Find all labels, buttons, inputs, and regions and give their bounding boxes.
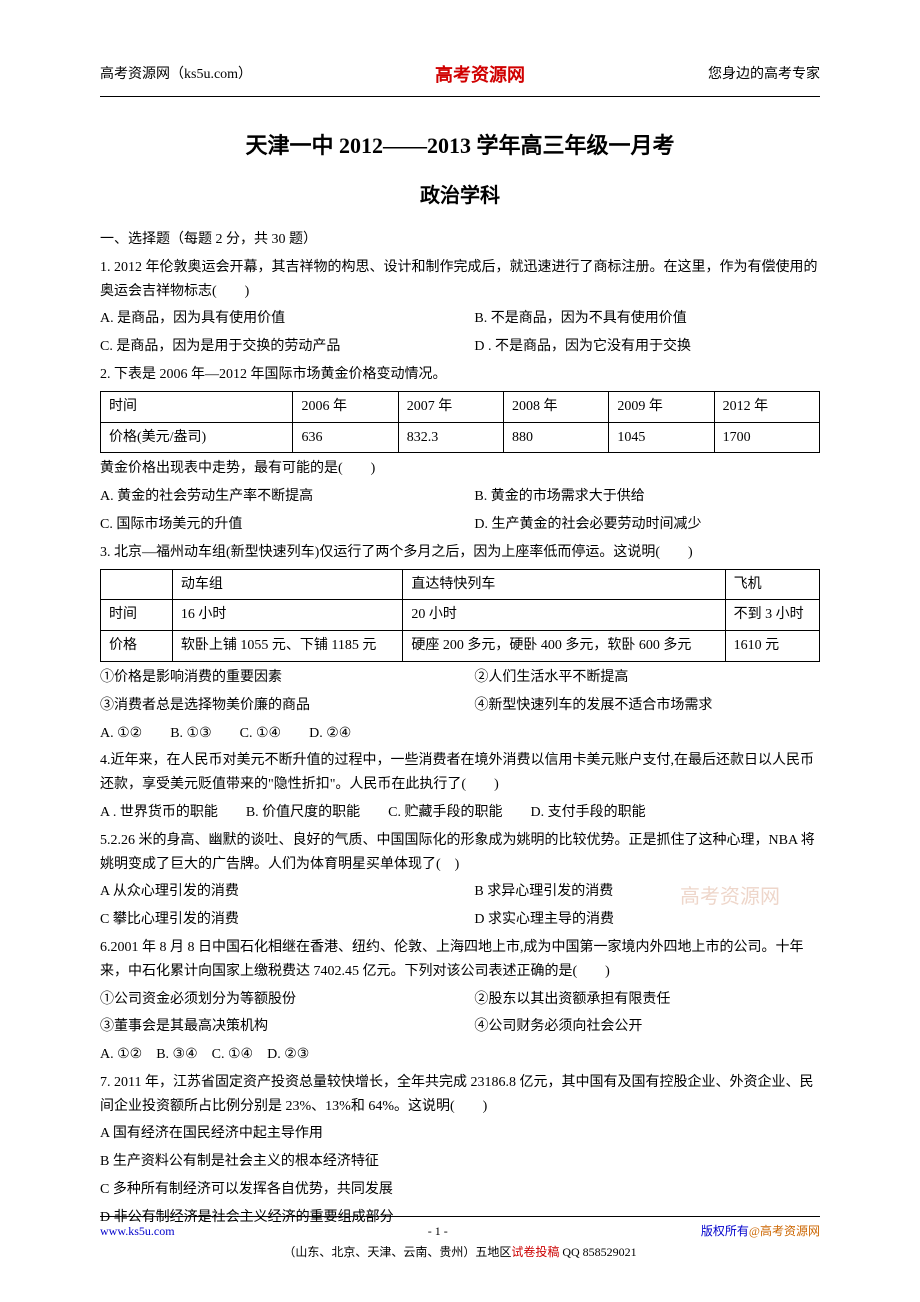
- title-sub: 政治学科: [100, 179, 820, 213]
- q3-t-h4: 飞机: [725, 569, 819, 600]
- q2-opt-d: D. 生产黄金的社会必要劳动时间减少: [474, 513, 701, 537]
- q3-t-h2: 动车组: [172, 569, 403, 600]
- q7-opt-c: C 多种所有制经济可以发挥各自优势，共同发展: [100, 1178, 820, 1202]
- q3-text: 3. 北京—福州动车组(新型快速列车)仅运行了两个多月之后，因为上座率低而停运。…: [100, 541, 820, 565]
- q2-t-r2c2: 636: [293, 422, 398, 453]
- section-heading: 一、选择题（每题 2 分，共 30 题）: [100, 228, 820, 252]
- q2-opt-c: C. 国际市场美元的升值: [100, 513, 474, 537]
- q2-options-cd: C. 国际市场美元的升值 D. 生产黄金的社会必要劳动时间减少: [100, 513, 820, 537]
- q5-options-cd: C 攀比心理引发的消费 D 求实心理主导的消费: [100, 908, 820, 932]
- footer-line2: （山东、北京、天津、云南、贵州）五地区试卷投稿 QQ 858529021: [100, 1242, 820, 1262]
- header-center-logo: 高考资源网: [435, 60, 525, 91]
- q6-s1: ①公司资金必须划分为等额股份: [100, 988, 474, 1012]
- q6-s2: ②股东以其出资额承担有限责任: [474, 988, 670, 1012]
- q7-text: 7. 2011 年，江苏省固定资产投资总量较快增长，全年共完成 23186.8 …: [100, 1071, 820, 1119]
- q1-opt-b: B. 不是商品，因为不具有使用价值: [474, 307, 686, 331]
- q2-t-r2c6: 1700: [714, 422, 819, 453]
- page-header: 高考资源网（ks5u.com） 高考资源网 您身边的高考专家: [100, 60, 820, 97]
- q6-stmts-12: ①公司资金必须划分为等额股份 ②股东以其出资额承担有限责任: [100, 988, 820, 1012]
- q3-stmts-34: ③消费者总是选择物美价廉的商品 ④新型快速列车的发展不适合市场需求: [100, 694, 820, 718]
- q6-text: 6.2001 年 8 月 8 日中国石化相继在香港、纽约、伦敦、上海四地上市,成…: [100, 936, 820, 984]
- header-right: 您身边的高考专家: [708, 63, 820, 87]
- q2-t-r1c6: 2012 年: [714, 391, 819, 422]
- q4-opts: A . 世界货币的职能 B. 价值尺度的职能 C. 贮藏手段的职能 D. 支付手…: [100, 801, 820, 825]
- q1-options-cd: C. 是商品，因为是用于交换的劳动产品 D . 不是商品，因为它没有用于交换: [100, 335, 820, 359]
- q7-opt-a: A 国有经济在国民经济中起主导作用: [100, 1122, 820, 1146]
- q3-t-r2c3: 硬座 200 多元，硬卧 400 多元，软卧 600 多元: [403, 631, 725, 662]
- q2-t-r2c1: 价格(美元/盎司): [101, 422, 293, 453]
- q1-opt-c: C. 是商品，因为是用于交换的劳动产品: [100, 335, 474, 359]
- q2-t-r1c5: 2009 年: [609, 391, 714, 422]
- table-row: 动车组 直达特快列车 飞机: [101, 569, 820, 600]
- q3-t-r1c4: 不到 3 小时: [725, 600, 819, 631]
- table-row: 时间 16 小时 20 小时 不到 3 小时: [101, 600, 820, 631]
- q2-text: 2. 下表是 2006 年—2012 年国际市场黄金价格变动情况。: [100, 363, 820, 387]
- q2-t-r1c4: 2008 年: [504, 391, 609, 422]
- q2-table: 时间 2006 年 2007 年 2008 年 2009 年 2012 年 价格…: [100, 391, 820, 454]
- q2-options-ab: A. 黄金的社会劳动生产率不断提高 B. 黄金的市场需求大于供给: [100, 485, 820, 509]
- q3-t-r1c2: 16 小时: [172, 600, 403, 631]
- footer-url: www.ks5u.com: [100, 1221, 175, 1241]
- q1-options-ab: A. 是商品，因为具有使用价值 B. 不是商品，因为不具有使用价值: [100, 307, 820, 331]
- q6-stmts-34: ③董事会是其最高决策机构 ④公司财务必须向社会公开: [100, 1015, 820, 1039]
- q3-t-r1c1: 时间: [101, 600, 173, 631]
- q6-s4: ④公司财务必须向社会公开: [474, 1015, 642, 1039]
- q3-s3: ③消费者总是选择物美价廉的商品: [100, 694, 474, 718]
- q3-t-h1: [101, 569, 173, 600]
- q2-t-r2c5: 1045: [609, 422, 714, 453]
- q2-subtext: 黄金价格出现表中走势，最有可能的是( ): [100, 457, 820, 481]
- q1-opt-d: D . 不是商品，因为它没有用于交换: [474, 335, 691, 359]
- q6-opts: A. ①② B. ③④ C. ①④ D. ②③: [100, 1043, 820, 1067]
- q3-t-r2c2: 软卧上铺 1055 元、下铺 1185 元: [172, 631, 403, 662]
- q3-s4: ④新型快速列车的发展不适合市场需求: [474, 694, 712, 718]
- q2-t-r2c3: 832.3: [398, 422, 503, 453]
- q3-t-r2c1: 价格: [101, 631, 173, 662]
- q2-t-r2c4: 880: [504, 422, 609, 453]
- q3-t-h3: 直达特快列车: [403, 569, 725, 600]
- q1-text: 1. 2012 年伦敦奥运会开幕，其吉祥物的构思、设计和制作完成后，就迅速进行了…: [100, 256, 820, 304]
- table-row: 时间 2006 年 2007 年 2008 年 2009 年 2012 年: [101, 391, 820, 422]
- q5-opt-c: C 攀比心理引发的消费: [100, 908, 474, 932]
- q3-s1: ①价格是影响消费的重要因素: [100, 666, 474, 690]
- q2-opt-a: A. 黄金的社会劳动生产率不断提高: [100, 485, 474, 509]
- q3-opts: A. ①② B. ①③ C. ①④ D. ②④: [100, 722, 820, 746]
- q5-opt-a: A 从众心理引发的消费: [100, 880, 474, 904]
- table-row: 价格(美元/盎司) 636 832.3 880 1045 1700: [101, 422, 820, 453]
- q3-stmts-12: ①价格是影响消费的重要因素 ②人们生活水平不断提高: [100, 666, 820, 690]
- q2-t-r1c1: 时间: [101, 391, 293, 422]
- q3-table: 动车组 直达特快列车 飞机 时间 16 小时 20 小时 不到 3 小时 价格 …: [100, 569, 820, 662]
- footer-copyright: 版权所有@高考资源网: [701, 1221, 820, 1241]
- page-footer: www.ks5u.com - 1 - 版权所有@高考资源网 （山东、北京、天津、…: [100, 1216, 820, 1262]
- q6-s3: ③董事会是其最高决策机构: [100, 1015, 474, 1039]
- q1-opt-a: A. 是商品，因为具有使用价值: [100, 307, 474, 331]
- q2-t-r1c3: 2007 年: [398, 391, 503, 422]
- q3-t-r2c4: 1610 元: [725, 631, 819, 662]
- q4-text: 4.近年来，在人民币对美元不断升值的过程中，一些消费者在境外消费以信用卡美元账户…: [100, 749, 820, 797]
- q5-opt-d: D 求实心理主导的消费: [474, 908, 614, 932]
- q2-opt-b: B. 黄金的市场需求大于供给: [474, 485, 644, 509]
- q5-opt-b: B 求异心理引发的消费: [474, 880, 613, 904]
- q3-t-r1c3: 20 小时: [403, 600, 725, 631]
- q5-text: 5.2.26 米的身高、幽默的谈吐、良好的气质、中国国际化的形象成为姚明的比较优…: [100, 829, 820, 877]
- q7-opt-b: B 生产资料公有制是社会主义的根本经济特征: [100, 1150, 820, 1174]
- footer-page: - 1 -: [428, 1221, 448, 1241]
- q2-t-r1c2: 2006 年: [293, 391, 398, 422]
- q5-options-ab: A 从众心理引发的消费 B 求异心理引发的消费: [100, 880, 820, 904]
- header-left: 高考资源网（ks5u.com）: [100, 63, 252, 87]
- q3-s2: ②人们生活水平不断提高: [474, 666, 628, 690]
- table-row: 价格 软卧上铺 1055 元、下铺 1185 元 硬座 200 多元，硬卧 40…: [101, 631, 820, 662]
- title-main: 天津一中 2012——2013 学年高三年级一月考: [100, 127, 820, 164]
